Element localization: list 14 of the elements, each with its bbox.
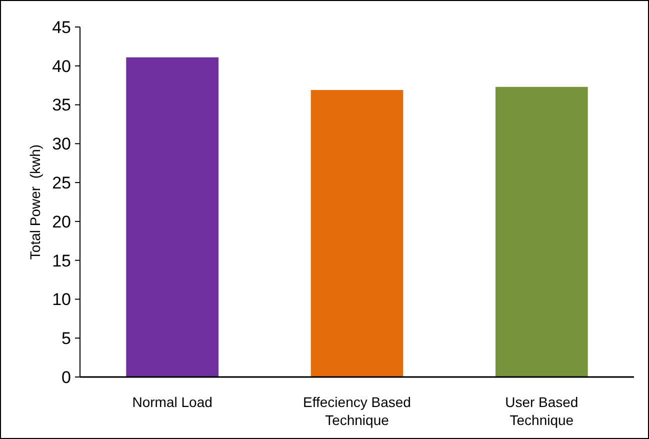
y-tick-label: 35 — [52, 96, 71, 115]
y-tick-label: 15 — [52, 251, 71, 270]
y-axis-title: Total Power (kwh) — [27, 144, 43, 260]
y-tick-label: 5 — [62, 329, 71, 348]
y-tick-label: 10 — [52, 290, 71, 310]
x-tick-label: Normal Load — [132, 394, 212, 410]
x-tick-label: User Based Technique — [505, 394, 578, 428]
y-tick-label: 20 — [52, 212, 71, 232]
y-tick-label: 25 — [52, 174, 71, 193]
y-tick-label: 45 — [52, 18, 71, 37]
x-tick-label: Effeciency Based Technique — [303, 394, 411, 428]
y-tick-label: 40 — [52, 56, 71, 76]
y-tick-label: 0 — [62, 368, 71, 387]
y-tick-label: 30 — [52, 134, 71, 154]
